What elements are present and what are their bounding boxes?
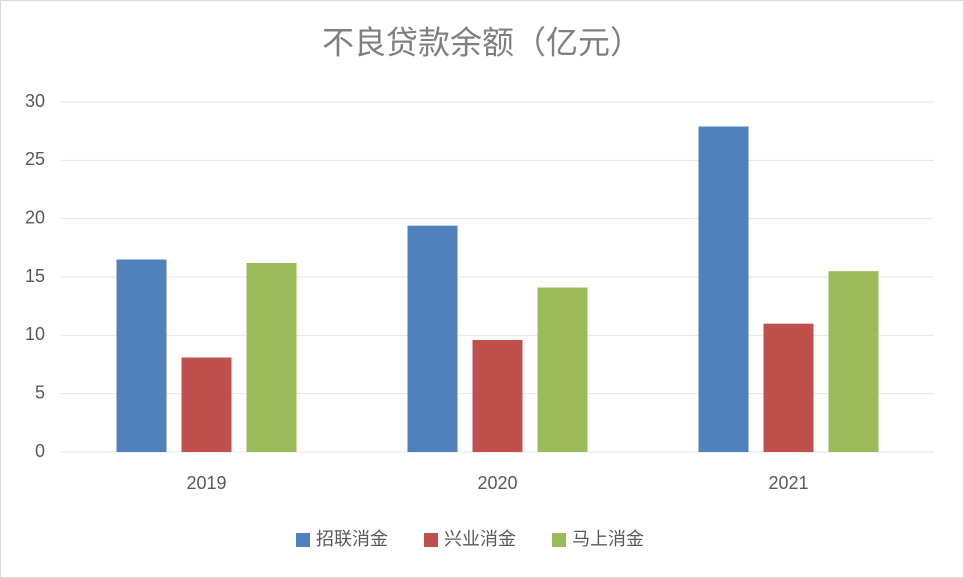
bar bbox=[537, 287, 588, 452]
bar bbox=[472, 340, 523, 452]
chart-title: 不良贷款余额（亿元） bbox=[322, 24, 642, 60]
y-tick-label: 10 bbox=[25, 324, 45, 344]
bar bbox=[763, 323, 814, 452]
legend-label: 兴业消金 bbox=[444, 529, 516, 549]
bar bbox=[407, 225, 458, 452]
y-tick-label: 15 bbox=[25, 266, 45, 286]
legend-swatch bbox=[424, 533, 438, 547]
legend-label: 招联消金 bbox=[316, 529, 388, 549]
legend-label: 马上消金 bbox=[572, 529, 644, 549]
legend-swatch bbox=[296, 533, 310, 547]
bar bbox=[181, 357, 232, 452]
y-tick-label: 20 bbox=[25, 207, 45, 227]
y-tick-label: 0 bbox=[35, 441, 45, 461]
x-tick-label: 2019 bbox=[186, 473, 226, 493]
y-tick-label: 30 bbox=[25, 91, 45, 111]
y-tick-label: 5 bbox=[35, 382, 45, 402]
legend-swatch bbox=[552, 533, 566, 547]
bar bbox=[246, 263, 297, 452]
bar bbox=[698, 126, 749, 452]
bar bbox=[828, 271, 879, 452]
x-tick-label: 2020 bbox=[477, 473, 517, 493]
y-tick-label: 25 bbox=[25, 149, 45, 169]
bar bbox=[116, 259, 167, 452]
x-tick-label: 2021 bbox=[768, 473, 808, 493]
